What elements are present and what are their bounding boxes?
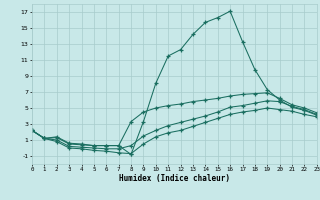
X-axis label: Humidex (Indice chaleur): Humidex (Indice chaleur) (119, 174, 230, 183)
